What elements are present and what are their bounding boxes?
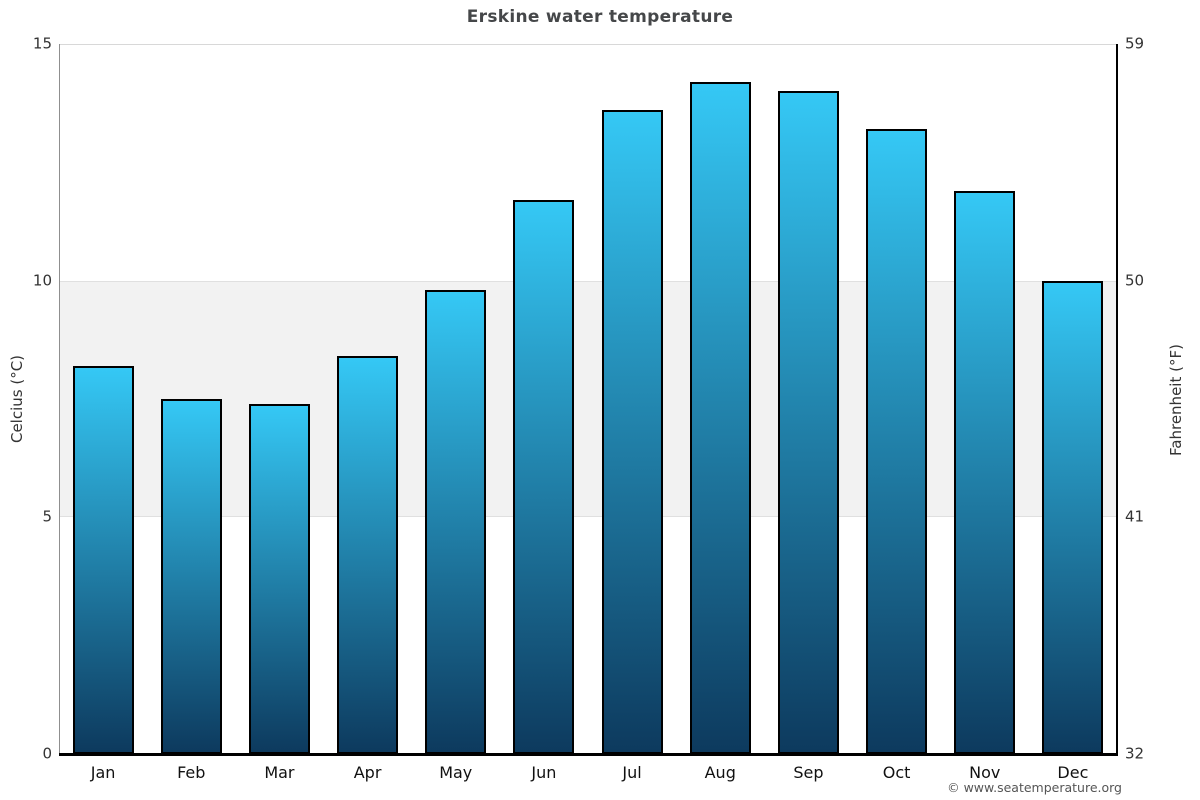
plot-area: [59, 44, 1117, 754]
chart-title: Erskine water temperature: [466, 7, 734, 27]
shaded-band-5-10: [59, 280, 1117, 518]
fahrenheit-tick-label: 59: [1125, 34, 1145, 53]
copyright-credit: © www.seatemperature.org: [947, 780, 1122, 795]
bar-jun: [513, 200, 575, 754]
bar-dec: [1042, 280, 1104, 754]
bar-aug: [689, 81, 751, 754]
celsius-tick-label: 10: [32, 271, 52, 290]
month-label-jan: Jan: [90, 763, 116, 782]
month-label-sep: Sep: [793, 763, 824, 782]
bar-mar: [248, 403, 310, 754]
bar-jul: [601, 110, 663, 754]
month-label-jun: Jun: [531, 763, 557, 782]
plot-top-border: [59, 44, 1117, 45]
month-label-oct: Oct: [882, 763, 911, 782]
bar-nov: [954, 190, 1016, 754]
month-label-mar: Mar: [264, 763, 295, 782]
bar-feb: [160, 399, 222, 754]
month-label-jul: Jul: [622, 763, 642, 782]
fahrenheit-tick-label: 41: [1125, 507, 1145, 526]
right-axis-title: Fahrenheit (°F): [1167, 344, 1185, 456]
month-label-may: May: [439, 763, 473, 782]
bar-jan: [72, 365, 134, 754]
celsius-tick-label: 5: [42, 507, 52, 526]
month-label-aug: Aug: [704, 763, 736, 782]
right-axis-line: [1116, 44, 1118, 756]
celsius-tick-label: 15: [32, 34, 52, 53]
bar-sep: [777, 91, 839, 754]
bottom-axis-line: [59, 753, 1118, 756]
celsius-tick-label: 0: [42, 744, 52, 763]
month-label-apr: Apr: [353, 763, 382, 782]
month-label-feb: Feb: [177, 763, 206, 782]
fahrenheit-tick-label: 50: [1125, 271, 1145, 290]
bar-may: [425, 290, 487, 754]
left-axis-title: Celcius (°C): [8, 354, 26, 444]
left-axis-line: [59, 44, 60, 754]
month-label-nov: Nov: [969, 763, 1001, 782]
fahrenheit-tick-label: 32: [1125, 744, 1145, 763]
month-label-dec: Dec: [1057, 763, 1089, 782]
bar-apr: [337, 356, 399, 754]
bar-oct: [866, 129, 928, 754]
